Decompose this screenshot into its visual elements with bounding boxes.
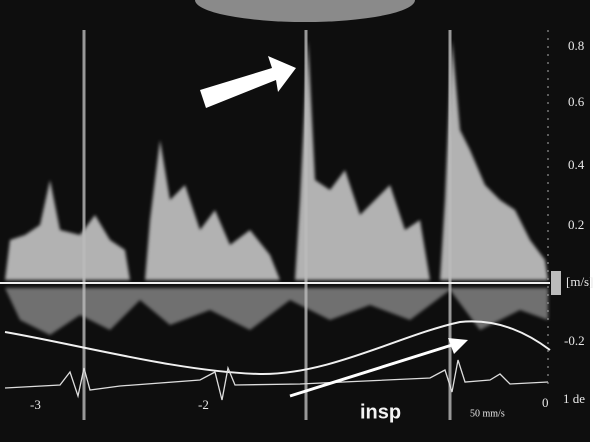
flow-envelope bbox=[295, 40, 430, 280]
scale-marker bbox=[551, 271, 561, 295]
flow-envelope bbox=[145, 140, 280, 280]
thick-arrow bbox=[200, 56, 296, 108]
time-label: 0 bbox=[542, 395, 549, 410]
probe-shadow bbox=[195, 0, 415, 22]
spike-artifacts bbox=[82, 30, 452, 420]
ecg-trace bbox=[4, 359, 549, 401]
scale-label: -0.2 bbox=[564, 333, 585, 348]
scale-unit: [m/s] bbox=[566, 274, 593, 289]
time-label: -2 bbox=[198, 397, 209, 412]
sweep-speed: 50 mm/s bbox=[470, 408, 505, 419]
scale-label: 0.8 bbox=[568, 38, 584, 53]
flow-envelope bbox=[440, 40, 548, 280]
insp-annotation: insp bbox=[360, 401, 401, 423]
scale-label: 0.6 bbox=[568, 94, 585, 109]
scale-label: 0.2 bbox=[568, 217, 584, 232]
time-label: -3 bbox=[30, 397, 41, 412]
right-margin bbox=[590, 0, 606, 442]
spectrum-positive bbox=[5, 40, 548, 280]
thin-arrow-shaft bbox=[289, 343, 453, 398]
side-label: 1 de bbox=[563, 391, 585, 406]
scale-label: 0.4 bbox=[568, 157, 585, 172]
thin-arrow-head bbox=[448, 338, 468, 354]
respiratory-curve bbox=[4, 320, 551, 376]
reverse-flow bbox=[5, 288, 548, 335]
spectrum-negative bbox=[5, 288, 548, 335]
flow-envelope bbox=[5, 180, 130, 280]
